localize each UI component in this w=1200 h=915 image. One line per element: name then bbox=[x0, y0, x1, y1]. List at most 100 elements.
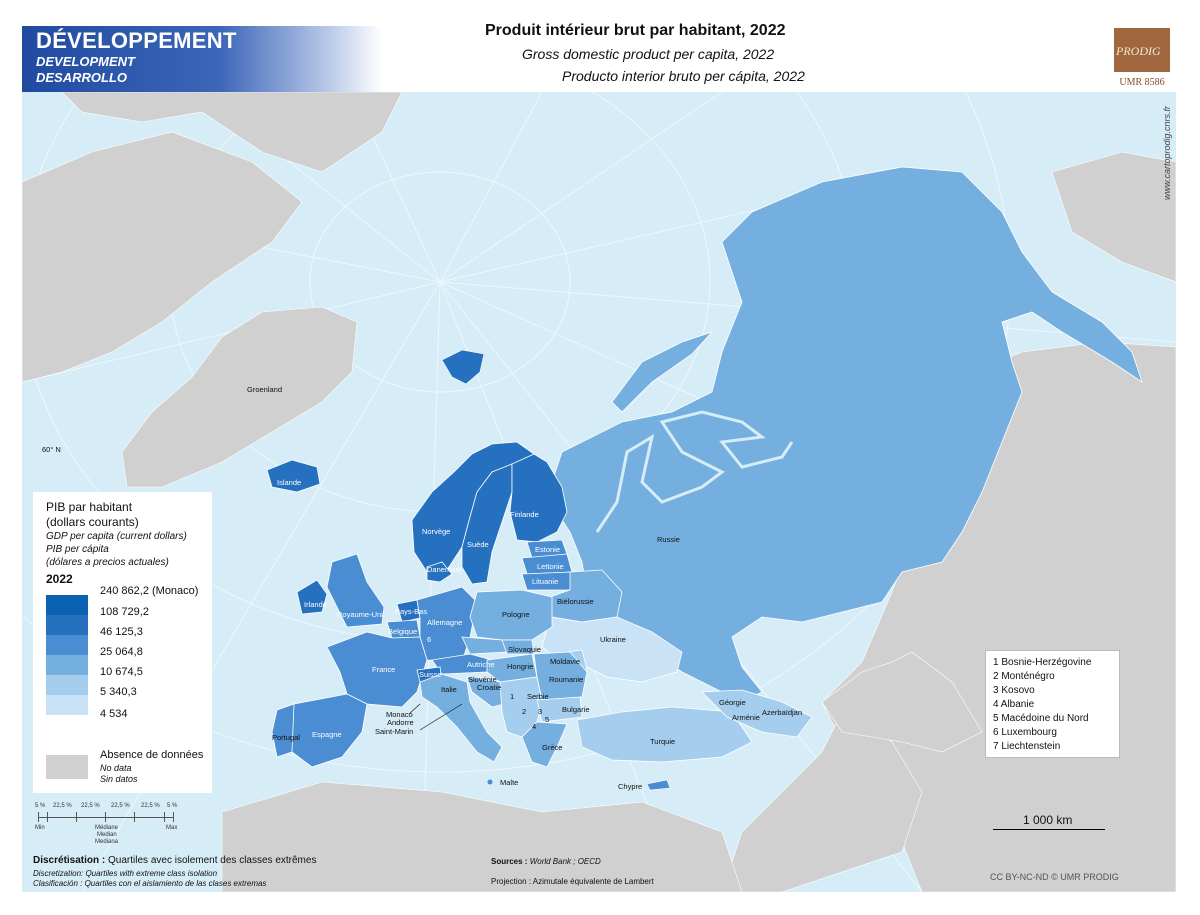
label-suede: Suède bbox=[467, 540, 489, 549]
label-bielorussie: Biélorussie bbox=[557, 597, 594, 606]
legend-title-fr-2: (dollars courants) bbox=[46, 515, 139, 529]
legend-title-es-1: PIB per cápita bbox=[46, 544, 109, 555]
distribution-scheme: 5 % 22,5 % 22,5 % 22,5 % 22,5 % 5 % Min … bbox=[33, 800, 183, 848]
label-moldavie: Moldavie bbox=[550, 657, 580, 666]
label-n3: 3 bbox=[538, 707, 542, 716]
label-estonie: Estonie bbox=[535, 545, 560, 554]
label-georgie: Géorgie bbox=[719, 698, 746, 707]
key-item-6: 6 Luxembourg bbox=[993, 727, 1057, 738]
sources-label: Sources : bbox=[491, 857, 528, 866]
scheme-tick bbox=[173, 812, 174, 822]
label-roumanie: Roumanie bbox=[549, 675, 583, 684]
label-bulgarie: Bulgarie bbox=[562, 705, 590, 714]
label-n5: 5 bbox=[545, 715, 549, 724]
label-monaco: Monaco bbox=[386, 710, 413, 719]
label-n4: 4 bbox=[532, 722, 536, 731]
scheme-pct-4: 22,5 % bbox=[111, 803, 130, 809]
legend-break-5: 10 674,5 bbox=[100, 666, 143, 678]
title-es: Producto interior bruto per cápita, 2022 bbox=[562, 68, 805, 84]
key-item-5: 5 Macédoine du Nord bbox=[993, 713, 1089, 724]
site-url: www.cartoprodig.cnrs.fr bbox=[1162, 105, 1172, 200]
scheme-pct-2: 22,5 % bbox=[53, 803, 72, 809]
label-saint-marin: Saint-Marin bbox=[375, 727, 413, 736]
legend-title-es-2: (dólares a precios actuales) bbox=[46, 557, 169, 568]
no-data-lands bbox=[22, 92, 1176, 892]
label-grece: Grèce bbox=[542, 743, 562, 752]
label-espagne: Espagne bbox=[312, 730, 342, 739]
legend-swatch-6 bbox=[46, 695, 88, 715]
region-bulgarie bbox=[536, 696, 583, 723]
label-belgique: Belgique bbox=[388, 627, 417, 636]
sources-text: World Bank ; OECD bbox=[527, 857, 601, 866]
legend-break-1: 240 862,2 (Monaco) bbox=[100, 585, 199, 597]
label-russie: Russie bbox=[657, 535, 680, 544]
legend-swatch-4 bbox=[46, 655, 88, 675]
legend-swatch-3 bbox=[46, 635, 88, 655]
scheme-tick bbox=[47, 812, 48, 822]
label-hongrie: Hongrie bbox=[507, 662, 533, 671]
label-slovenie: Slovénie bbox=[468, 675, 497, 684]
scheme-pct-5: 22,5 % bbox=[141, 803, 160, 809]
label-pays-bas: Pays-Bas bbox=[395, 607, 427, 616]
label-groenland: Groenland bbox=[247, 385, 282, 394]
region-turquie bbox=[576, 706, 753, 763]
label-serbie: Serbie bbox=[527, 692, 549, 701]
map: 60° N bbox=[22, 92, 1176, 892]
russia-coast bbox=[595, 410, 794, 533]
label-italie: Italie bbox=[441, 685, 457, 694]
license: CC BY-NC-ND © UMR PRODIG bbox=[990, 872, 1119, 882]
central-asia bbox=[821, 651, 983, 753]
region-novaya bbox=[611, 331, 714, 413]
map-svg: 60° N bbox=[22, 92, 1176, 892]
label-france: France bbox=[372, 665, 395, 674]
title-en: Gross domestic product per capita, 2022 bbox=[522, 46, 775, 62]
label-ukraine: Ukraine bbox=[600, 635, 626, 644]
label-n1: 1 bbox=[510, 692, 514, 701]
label-lettonie: Lettonie bbox=[537, 562, 564, 571]
scheme-median-es: Mediana bbox=[95, 839, 119, 845]
discretisation-text: Quartiles avec isolement des classes ext… bbox=[105, 855, 317, 866]
legend-break-4: 25 064,8 bbox=[100, 646, 143, 658]
legend-break-6: 5 340,3 bbox=[100, 686, 137, 698]
label-slovaquie: Slovaquie bbox=[508, 645, 541, 654]
region-tcheque bbox=[461, 636, 508, 655]
theme-banner: DÉVELOPPEMENT DEVELOPMENT DESARROLLO bbox=[22, 26, 382, 92]
scheme-pct-1: 5 % bbox=[35, 803, 46, 809]
region-france bbox=[326, 631, 428, 708]
region-portugal bbox=[271, 703, 295, 758]
scheme-median-en: Median bbox=[97, 832, 117, 838]
legend-nodata-swatch bbox=[46, 755, 88, 779]
label-croatie: Croatie bbox=[477, 683, 501, 692]
key-item-1: 1 Bosnie-Herzégovine bbox=[993, 657, 1092, 668]
label-portugal: Portugal bbox=[272, 733, 300, 742]
scheme-min: Min bbox=[35, 825, 45, 831]
discretisation-label: Discrétisation : bbox=[33, 855, 106, 866]
key-item-7: 7 Liechtenstein bbox=[993, 741, 1061, 752]
logo-text: PRODIG bbox=[1116, 44, 1161, 58]
label-danemark: Danemark bbox=[427, 565, 462, 574]
prodig-logo: PRODIG bbox=[1114, 28, 1170, 72]
scale-label: 1 000 km bbox=[1023, 813, 1073, 827]
region-malte bbox=[487, 779, 493, 785]
legend-nodata-es: Sin datos bbox=[100, 774, 138, 784]
scale-line bbox=[993, 829, 1105, 830]
banner-es: DESARROLLO bbox=[36, 70, 127, 85]
label-malte: Malte bbox=[500, 778, 518, 787]
label-armenie: Arménie bbox=[732, 713, 760, 722]
label-finlande: Finlande bbox=[510, 510, 539, 519]
label-norvege: Norvège bbox=[422, 527, 450, 536]
scheme-pct-3: 22,5 % bbox=[81, 803, 100, 809]
label-turquie: Turquie bbox=[650, 737, 675, 746]
leader-lines bbox=[408, 703, 463, 731]
region-suede bbox=[461, 463, 513, 585]
region-irlande bbox=[296, 579, 328, 615]
legend-swatch-2 bbox=[46, 615, 88, 635]
scheme-tick bbox=[164, 812, 165, 822]
label-allemagne: Allemagne bbox=[427, 618, 462, 627]
region-danemark bbox=[426, 561, 453, 583]
title-fr: Produit intérieur brut par habitant, 202… bbox=[485, 22, 786, 39]
graticule-label: 60° N bbox=[42, 445, 61, 454]
legend-swatch-5 bbox=[46, 675, 88, 695]
region-islande bbox=[266, 459, 321, 493]
region-grece bbox=[521, 721, 568, 768]
